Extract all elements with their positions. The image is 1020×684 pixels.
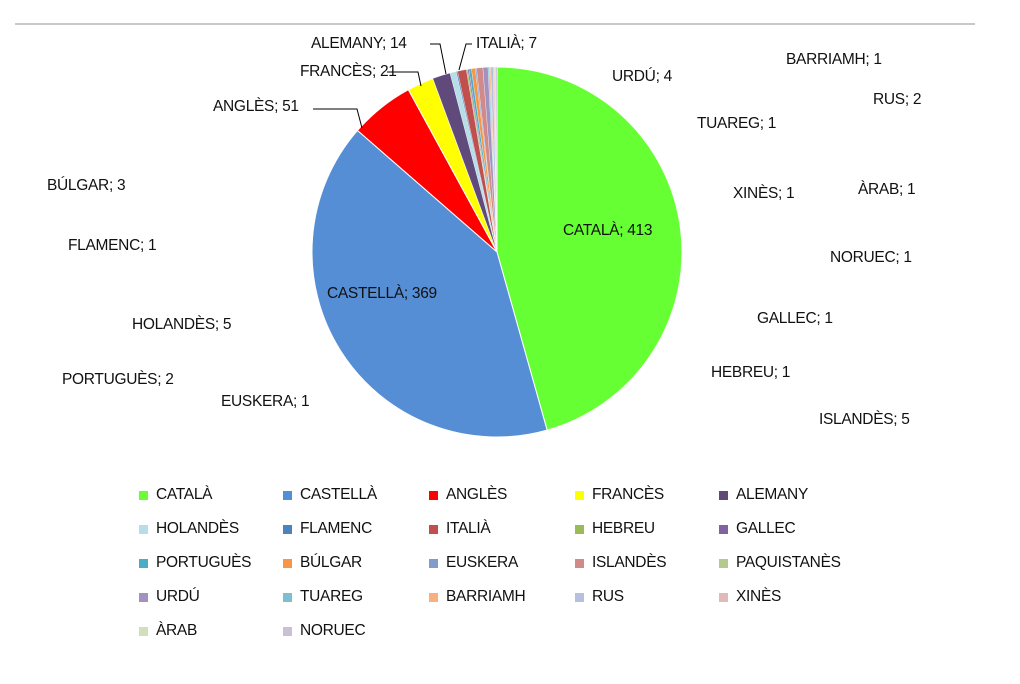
legend-label: BÚLGAR bbox=[300, 554, 362, 571]
legend-label: RUS bbox=[592, 588, 624, 605]
legend-swatch bbox=[283, 524, 292, 534]
legend-item-xines: XINÈS bbox=[719, 588, 781, 606]
legend-label: ISLANDÈS bbox=[592, 554, 667, 571]
data-label-euskera: EUSKERA; 1 bbox=[221, 393, 310, 410]
legend-swatch bbox=[139, 626, 148, 636]
data-label-italia: ITALIÀ; 7 bbox=[476, 35, 537, 52]
legend-item-hebreu: HEBREU bbox=[575, 520, 655, 538]
legend-label: ÀRAB bbox=[156, 622, 198, 639]
data-label-flamenc: FLAMENC; 1 bbox=[68, 237, 157, 254]
data-label-xines: XINÈS; 1 bbox=[733, 185, 795, 202]
legend-swatch bbox=[283, 490, 292, 500]
legend-swatch bbox=[139, 592, 148, 602]
legend-item-gallec: GALLEC bbox=[719, 520, 796, 538]
legend-label: BARRIAMH bbox=[446, 588, 526, 605]
legend-item-barriamh: BARRIAMH bbox=[429, 588, 526, 606]
legend-label: HEBREU bbox=[592, 520, 655, 537]
legend-label: URDÚ bbox=[156, 588, 200, 605]
legend-item-frances: FRANCÈS bbox=[575, 486, 664, 504]
legend-item-italia: ITALIÀ bbox=[429, 520, 491, 538]
legend-item-bulgar: BÚLGAR bbox=[283, 554, 362, 572]
legend-label: EUSKERA bbox=[446, 554, 518, 571]
top-divider bbox=[15, 23, 975, 25]
legend-item-urdu: URDÚ bbox=[139, 588, 200, 606]
leader-line bbox=[430, 43, 447, 75]
legend-item-euskera: EUSKERA bbox=[429, 554, 518, 572]
legend-label: CASTELLÀ bbox=[300, 486, 377, 503]
data-label-portugues: PORTUGUÈS; 2 bbox=[62, 371, 174, 388]
legend-swatch bbox=[283, 592, 292, 602]
data-label-arab: ÀRAB; 1 bbox=[858, 181, 916, 198]
data-label-tuareg: TUAREG; 1 bbox=[697, 115, 777, 132]
legend-label: FLAMENC bbox=[300, 520, 372, 537]
legend-swatch bbox=[429, 592, 438, 602]
legend-label: TUAREG bbox=[300, 588, 363, 605]
legend-swatch bbox=[575, 490, 584, 500]
data-label-alemany: ALEMANY; 14 bbox=[311, 35, 407, 52]
data-label-castella: CASTELLÀ; 369 bbox=[327, 285, 437, 302]
legend-label: FRANCÈS bbox=[592, 486, 664, 503]
legend-label: PAQUISTANÈS bbox=[736, 554, 841, 571]
legend-item-portugues: PORTUGUÈS bbox=[139, 554, 252, 572]
legend-swatch bbox=[139, 558, 148, 568]
slice-noruec bbox=[495, 66, 498, 253]
data-label-gallec: GALLEC; 1 bbox=[757, 310, 833, 327]
legend-swatch bbox=[575, 524, 584, 534]
data-label-urdu: URDÚ; 4 bbox=[612, 68, 672, 85]
legend-swatch bbox=[719, 592, 728, 602]
legend-item-islandes: ISLANDÈS bbox=[575, 554, 667, 572]
legend-label: CATALÀ bbox=[156, 486, 213, 503]
legend-swatch bbox=[429, 558, 438, 568]
legend-swatch bbox=[719, 558, 728, 568]
legend-item-alemany: ALEMANY bbox=[719, 486, 808, 504]
legend-label: ITALIÀ bbox=[446, 520, 491, 537]
legend-item-paquistanes: PAQUISTANÈS bbox=[719, 554, 841, 572]
legend-item-tuareg: TUAREG bbox=[283, 588, 363, 606]
leader-line bbox=[458, 43, 472, 71]
legend-swatch bbox=[429, 490, 438, 500]
legend-swatch bbox=[283, 558, 292, 568]
legend-label: GALLEC bbox=[736, 520, 796, 537]
data-label-bulgar: BÚLGAR; 3 bbox=[47, 177, 126, 194]
legend-label: XINÈS bbox=[736, 588, 782, 605]
data-label-catala: CATALÀ; 413 bbox=[563, 222, 653, 239]
legend-item-castella: CASTELLÀ bbox=[283, 486, 377, 504]
legend-swatch bbox=[429, 524, 438, 534]
data-label-islandes: ISLANDÈS; 5 bbox=[819, 411, 910, 428]
legend-swatch bbox=[283, 626, 292, 636]
legend-swatch bbox=[139, 490, 148, 500]
legend-item-flamenc: FLAMENC bbox=[283, 520, 372, 538]
legend-swatch bbox=[139, 524, 148, 534]
legend-label: HOLANDÈS bbox=[156, 520, 239, 537]
legend-swatch bbox=[719, 524, 728, 534]
legend-item-arab: ÀRAB bbox=[139, 622, 197, 640]
legend-item-noruec: NORUEC bbox=[283, 622, 366, 640]
legend-label: NORUEC bbox=[300, 622, 366, 639]
legend-item-holandes: HOLANDÈS bbox=[139, 520, 239, 538]
data-label-barriamh: BARRIAMH; 1 bbox=[786, 51, 882, 68]
slice-catala bbox=[496, 66, 683, 431]
data-label-frances: FRANCÈS; 21 bbox=[300, 63, 397, 80]
data-label-angles: ANGLÈS; 51 bbox=[213, 98, 299, 115]
legend-item-rus: RUS bbox=[575, 588, 624, 606]
legend-label: PORTUGUÈS bbox=[156, 554, 252, 571]
data-label-rus: RUS; 2 bbox=[873, 91, 922, 108]
legend-swatch bbox=[719, 490, 728, 500]
data-label-noruec: NORUEC; 1 bbox=[830, 249, 912, 266]
legend-item-catala: CATALÀ bbox=[139, 486, 213, 504]
slice-castella bbox=[311, 129, 548, 438]
legend-item-angles: ANGLÈS bbox=[429, 486, 507, 504]
leader-line bbox=[387, 71, 422, 87]
legend-swatch bbox=[575, 558, 584, 568]
legend-label: ALEMANY bbox=[736, 486, 808, 503]
data-label-hebreu: HEBREU; 1 bbox=[711, 364, 791, 381]
legend-swatch bbox=[575, 592, 584, 602]
leader-line bbox=[313, 108, 363, 129]
data-label-holandes: HOLANDÈS; 5 bbox=[132, 316, 232, 333]
legend-label: ANGLÈS bbox=[446, 486, 508, 503]
